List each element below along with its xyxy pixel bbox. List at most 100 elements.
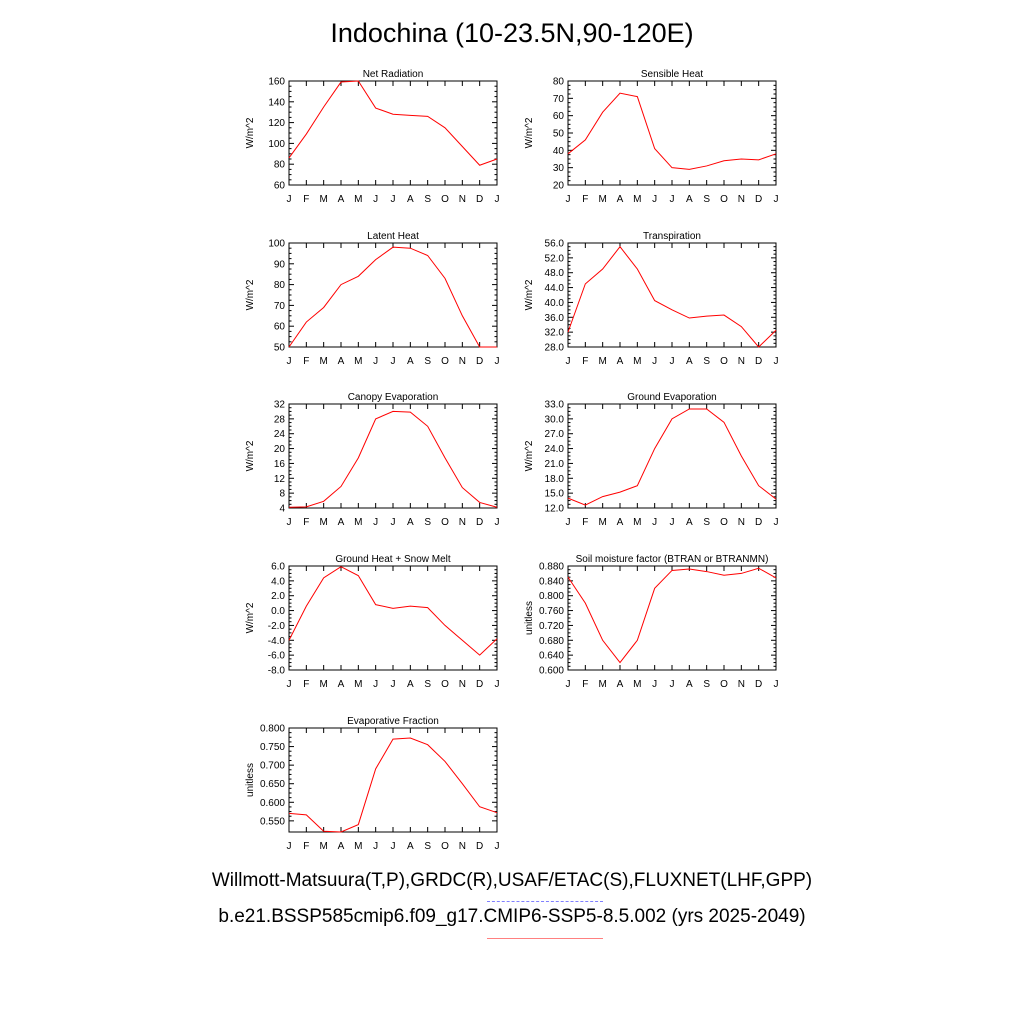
x-tick-label: M bbox=[598, 517, 606, 528]
x-tick-label: J bbox=[373, 679, 378, 690]
x-tick-label: A bbox=[407, 841, 414, 852]
x-tick-label: S bbox=[424, 194, 431, 205]
y-tick-label: 0.700 bbox=[260, 761, 285, 772]
x-tick-label: M bbox=[354, 841, 362, 852]
x-tick-label: A bbox=[338, 356, 345, 367]
y-tick-label: 0.600 bbox=[539, 666, 564, 677]
panel-title: Canopy Evaporation bbox=[348, 392, 439, 403]
x-tick-label: J bbox=[391, 679, 396, 690]
x-tick-label: J bbox=[287, 841, 292, 852]
panel-title: Latent Heat bbox=[367, 231, 419, 242]
x-tick-label: S bbox=[703, 517, 710, 528]
y-tick-label: -8.0 bbox=[268, 666, 286, 677]
x-tick-label: S bbox=[703, 679, 710, 690]
x-tick-label: A bbox=[338, 517, 345, 528]
y-axis-label: W/m^2 bbox=[245, 279, 256, 310]
x-tick-label: A bbox=[407, 194, 414, 205]
series-line bbox=[567, 245, 777, 348]
x-tick-label: F bbox=[303, 679, 309, 690]
chart-panel: Ground Evaporation W/m^2 12.0 15.0 18.0 21.0 2… bbox=[524, 392, 779, 528]
x-tick-label: S bbox=[703, 194, 710, 205]
x-tick-label: J bbox=[566, 679, 571, 690]
x-tick-label: M bbox=[354, 679, 362, 690]
x-tick-label: S bbox=[424, 517, 431, 528]
x-tick-label: J bbox=[566, 356, 571, 367]
x-tick-label: A bbox=[407, 356, 414, 367]
y-tick-label: 0.600 bbox=[260, 798, 285, 809]
y-tick-label: 90 bbox=[274, 259, 286, 270]
y-axis-label: W/m^2 bbox=[245, 117, 256, 148]
x-tick-label: N bbox=[459, 679, 466, 690]
x-tick-label: J bbox=[287, 679, 292, 690]
plot-frame bbox=[288, 242, 498, 348]
y-tick-label: 0.680 bbox=[539, 636, 564, 647]
y-tick-label: 0.640 bbox=[539, 651, 564, 662]
y-tick-label: 16 bbox=[274, 459, 286, 470]
x-tick-label: A bbox=[686, 679, 693, 690]
y-tick-label: 6.0 bbox=[271, 562, 285, 573]
x-tick-label: D bbox=[755, 356, 762, 367]
model-line-swatch bbox=[487, 938, 603, 939]
y-tick-label: 4 bbox=[279, 504, 285, 515]
x-tick-label: F bbox=[303, 841, 309, 852]
y-tick-label: 21.0 bbox=[545, 459, 565, 470]
y-tick-label: 70 bbox=[553, 94, 565, 105]
plot-frame bbox=[288, 80, 498, 186]
y-tick-label: 24.0 bbox=[545, 444, 565, 455]
y-tick-label: 2.0 bbox=[271, 591, 285, 602]
x-tick-label: M bbox=[354, 194, 362, 205]
plot-frame bbox=[567, 80, 777, 186]
y-tick-label: 44.0 bbox=[545, 283, 565, 294]
y-tick-label: 0.800 bbox=[539, 591, 564, 602]
x-tick-label: A bbox=[338, 679, 345, 690]
y-tick-label: -4.0 bbox=[268, 636, 286, 647]
x-tick-label: O bbox=[441, 517, 449, 528]
panel-title: Evaporative Fraction bbox=[347, 716, 439, 727]
x-tick-label: M bbox=[354, 356, 362, 367]
y-tick-label: 18.0 bbox=[545, 474, 565, 485]
y-tick-label: 80 bbox=[274, 280, 286, 291]
y-tick-label: 0.0 bbox=[271, 606, 285, 617]
x-tick-label: O bbox=[441, 841, 449, 852]
series-line bbox=[567, 567, 777, 664]
x-tick-label: A bbox=[338, 194, 345, 205]
x-tick-label: J bbox=[287, 356, 292, 367]
x-tick-label: J bbox=[287, 194, 292, 205]
y-tick-label: 70 bbox=[274, 301, 286, 312]
x-tick-label: F bbox=[303, 194, 309, 205]
x-tick-label: D bbox=[476, 841, 483, 852]
x-tick-label: J bbox=[391, 517, 396, 528]
y-tick-label: 28.0 bbox=[545, 343, 565, 354]
x-tick-label: A bbox=[407, 517, 414, 528]
x-tick-label: O bbox=[720, 517, 728, 528]
y-tick-label: 12 bbox=[274, 474, 286, 485]
x-tick-label: J bbox=[373, 841, 378, 852]
y-tick-label: 0.840 bbox=[539, 576, 564, 587]
x-tick-label: M bbox=[319, 356, 327, 367]
x-tick-label: J bbox=[495, 841, 500, 852]
y-tick-label: 80 bbox=[553, 77, 565, 88]
x-tick-label: J bbox=[391, 356, 396, 367]
y-tick-label: 100 bbox=[268, 239, 285, 250]
x-tick-label: D bbox=[476, 194, 483, 205]
x-tick-label: O bbox=[441, 356, 449, 367]
chart-panel: Ground Heat + Snow Melt W/m^2 -8.0 -6.0 -4.0… bbox=[245, 554, 500, 690]
y-tick-label: 8 bbox=[279, 489, 285, 500]
x-tick-label: A bbox=[617, 356, 624, 367]
x-tick-label: J bbox=[670, 194, 675, 205]
x-tick-label: M bbox=[633, 356, 641, 367]
x-tick-label: N bbox=[738, 679, 745, 690]
x-tick-label: J bbox=[287, 517, 292, 528]
x-tick-label: J bbox=[670, 356, 675, 367]
x-tick-label: A bbox=[617, 517, 624, 528]
x-tick-label: S bbox=[424, 841, 431, 852]
x-tick-label: F bbox=[582, 356, 588, 367]
y-axis-label: W/m^2 bbox=[245, 440, 256, 471]
x-tick-label: D bbox=[476, 679, 483, 690]
x-tick-label: D bbox=[755, 517, 762, 528]
chart-panel: Soil moisture factor (BTRAN or BTRANMN) u… bbox=[524, 554, 779, 690]
